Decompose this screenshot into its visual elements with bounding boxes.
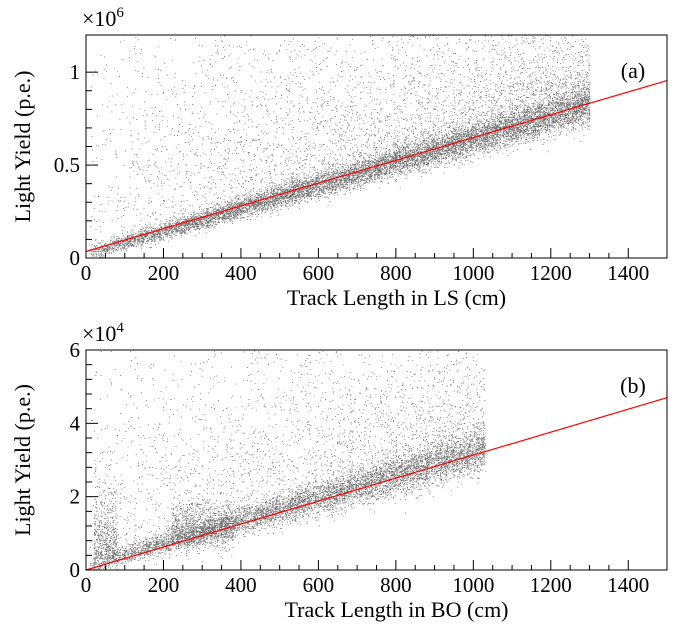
y-tick-label-b: 6 — [70, 338, 81, 362]
y-multiplier-exponent-b: 4 — [116, 320, 124, 336]
y-multiplier-a: ×106 — [82, 5, 124, 31]
y-tick-label-a: 0 — [70, 246, 81, 270]
x-axis-b: 0 200 400 600 800 1000 1200 1400 — [81, 560, 649, 597]
scatter-points-a — [90, 34, 591, 259]
y-axis-a: 00.51 — [54, 60, 98, 270]
x-tick-label-b: 0 — [81, 573, 92, 597]
x-tick-label-a: 200 — [148, 261, 180, 285]
x-tick-label-b: 1000 — [452, 573, 494, 597]
y-multiplier-base-a: ×10 — [82, 6, 116, 31]
plot-frame-a — [85, 34, 668, 259]
y-axis-title-b: Light Yield (p.e.) — [10, 384, 35, 536]
x-tick-label-b: 1400 — [607, 573, 649, 597]
panel-label-b: (b) — [620, 373, 646, 398]
scatter-dots-b — [90, 349, 486, 571]
x-tick-label-a: 1200 — [530, 261, 572, 285]
x-axis-title-b: Track Length in BO (cm) — [284, 597, 508, 622]
x-tick-label-b: 200 — [148, 573, 180, 597]
y-tick-label-a: 1 — [70, 60, 81, 84]
panel-label-a: (a) — [621, 58, 645, 83]
y-multiplier-b: ×104 — [82, 320, 124, 346]
scatter-dots-a — [90, 34, 591, 259]
x-axis-title-a: Track Length in LS (cm) — [287, 285, 506, 310]
x-tick-label-b: 800 — [380, 573, 412, 597]
x-tick-label-b: 400 — [225, 573, 257, 597]
y-axis-title-a: Light Yield (p.e.) — [10, 71, 35, 223]
fit-line-a — [85, 79, 668, 253]
x-tick-label-b: 1200 — [530, 573, 572, 597]
y-tick-label-b: 0 — [70, 558, 81, 582]
fit-line-b — [85, 397, 668, 571]
x-tick-label-a: 0 — [81, 261, 92, 285]
panel-b: 0 200 400 600 800 1000 1200 1400 0 2 4 6 Track Len… — [10, 320, 668, 622]
panel-a: 0 200 400 600 800 1000 1200 1400 00.51 Track Le… — [10, 5, 668, 310]
x-axis-a: 0 200 400 600 800 1000 1200 1400 — [81, 248, 649, 285]
x-tick-label-b: 600 — [303, 573, 335, 597]
x-tick-label-a: 400 — [225, 261, 257, 285]
y-multiplier-exponent-a: 6 — [116, 5, 124, 21]
x-tick-label-a: 800 — [380, 261, 412, 285]
y-tick-label-b: 2 — [70, 485, 81, 509]
x-tick-label-a: 600 — [303, 261, 335, 285]
x-tick-label-a: 1400 — [607, 261, 649, 285]
y-tick-label-a: 0.5 — [54, 153, 80, 177]
x-tick-label-a: 1000 — [452, 261, 494, 285]
y-axis-b: 0 2 4 6 — [70, 338, 98, 582]
y-tick-label-b: 4 — [70, 411, 81, 435]
y-multiplier-base-b: ×10 — [82, 321, 116, 346]
scatter-points-b — [90, 349, 486, 571]
